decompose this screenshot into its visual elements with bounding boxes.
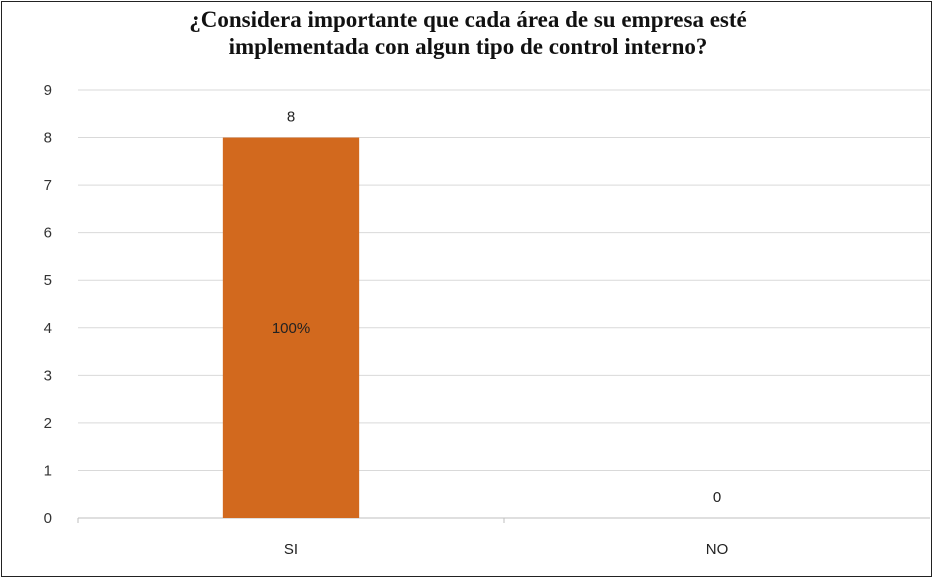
bar-percent-label: 100%: [272, 320, 310, 337]
data-label-no: 0: [713, 489, 721, 506]
y-tick-label: 8: [44, 130, 52, 147]
y-tick-label: 7: [44, 177, 52, 194]
y-tick-label: 1: [44, 462, 52, 479]
x-tick-label-si: SI: [284, 541, 298, 558]
y-tick-label: 5: [44, 272, 52, 289]
y-tick-label: 3: [44, 367, 52, 384]
y-tick-label: 9: [44, 82, 52, 99]
y-tick-label: 4: [44, 320, 52, 337]
data-label-si: 8: [287, 109, 295, 126]
chart-title: ¿Considera importante que cada área de s…: [0, 6, 936, 60]
y-tick-label: 2: [44, 415, 52, 432]
y-tick-label: 6: [44, 225, 52, 242]
bar-si: [222, 137, 360, 519]
y-tick-label: 0: [44, 510, 52, 527]
chart-title-line-2: implementada con algun tipo de control i…: [228, 34, 708, 59]
chart-title-line-1: ¿Considera importante que cada área de s…: [189, 7, 747, 32]
x-tick-label-no: NO: [706, 541, 729, 558]
